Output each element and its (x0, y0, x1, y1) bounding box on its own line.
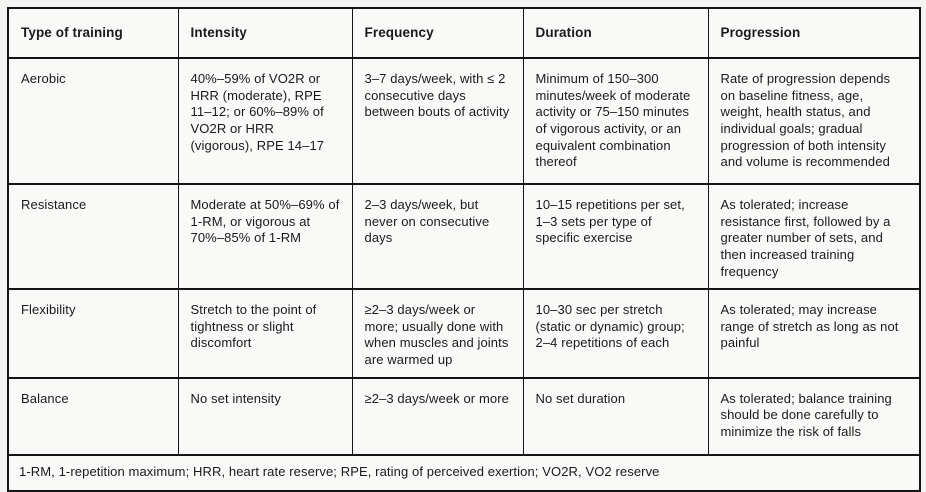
col-header-type-of-training: Type of training (7, 7, 179, 59)
cell-aerobic-frequency: 3–7 days/week, with ≤ 2 consecutive days… (351, 57, 524, 185)
cell-balance-frequency: ≥2–3 days/week or more (351, 376, 524, 456)
col-header-intensity: Intensity (177, 7, 353, 59)
cell-resistance-progression: As tolerated; increase resistance first,… (707, 182, 921, 291)
col-header-duration: Duration (522, 7, 709, 59)
cell-flexibility-frequency: ≥2–3 days/week or more; usually done wit… (351, 288, 524, 379)
cell-balance-progression: As tolerated; balance training should be… (707, 376, 921, 456)
cell-aerobic-duration: Minimum of 150–300 minutes/week of moder… (522, 57, 709, 185)
abbreviations-footnote: 1-RM, 1-repetition maximum; HRR, heart r… (7, 453, 921, 492)
footnote-row: 1-RM, 1-repetition maximum; HRR, heart r… (7, 453, 921, 492)
table-row-balance: Balance No set intensity ≥2–3 days/week … (7, 376, 921, 456)
table-row-flexibility: Flexibility Stretch to the point of tigh… (7, 288, 921, 379)
cell-resistance-frequency: 2–3 days/week, but never on consecutive … (351, 182, 524, 291)
cell-flexibility-progression: As tolerated; may increase range of stre… (707, 288, 921, 379)
cell-resistance-type: Resistance (7, 182, 179, 291)
cell-balance-type: Balance (7, 376, 179, 456)
col-header-frequency: Frequency (351, 7, 524, 59)
cell-balance-duration: No set duration (522, 376, 709, 456)
cell-resistance-duration: 10–15 repetitions per set, 1–3 sets per … (522, 182, 709, 291)
cell-aerobic-type: Aerobic (7, 57, 179, 185)
cell-resistance-intensity: Moderate at 50%–69% of 1-RM, or vigorous… (177, 182, 353, 291)
cell-flexibility-intensity: Stretch to the point of tightness or sli… (177, 288, 353, 379)
col-header-progression: Progression (707, 7, 921, 59)
cell-balance-intensity: No set intensity (177, 376, 353, 456)
header-row: Type of training Intensity Frequency Dur… (7, 7, 921, 59)
cell-flexibility-duration: 10–30 sec per stretch (static or dynamic… (522, 288, 709, 379)
table-row-aerobic: Aerobic 40%–59% of VO2R or HRR (moderate… (7, 57, 921, 185)
cell-flexibility-type: Flexibility (7, 288, 179, 379)
cell-aerobic-intensity: 40%–59% of VO2R or HRR (moderate), RPE 1… (177, 57, 353, 185)
cell-aerobic-progression: Rate of progression depends on baseline … (707, 57, 921, 185)
table-row-resistance: Resistance Moderate at 50%–69% of 1-RM, … (7, 182, 921, 291)
training-recommendations-table: Type of training Intensity Frequency Dur… (7, 7, 921, 492)
